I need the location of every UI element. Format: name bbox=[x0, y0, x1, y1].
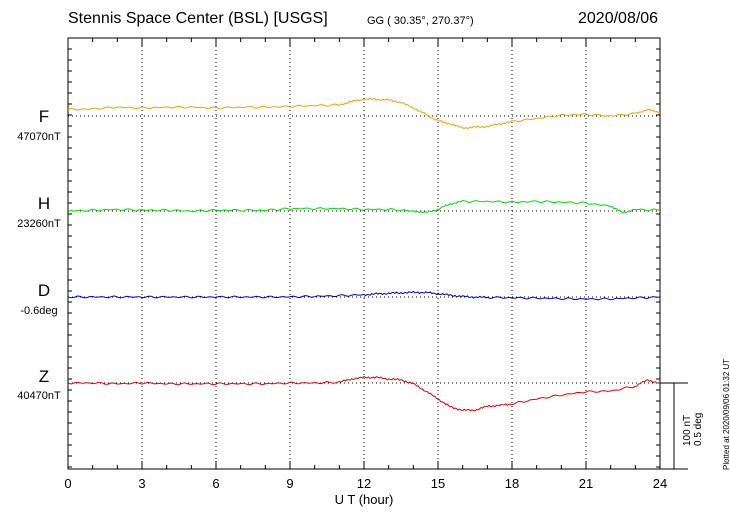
series-label-h: H bbox=[37, 194, 51, 213]
series-label-z: Z bbox=[38, 367, 50, 386]
series-baseline-h: 23260nT bbox=[17, 218, 61, 230]
x-tick-label: 24 bbox=[653, 476, 667, 491]
x-tick-label: 3 bbox=[138, 476, 145, 491]
x-axis-label: U T (hour) bbox=[335, 492, 394, 507]
series-line-d bbox=[67, 290, 661, 301]
series-line-z bbox=[67, 375, 661, 412]
x-tick-label: 21 bbox=[579, 476, 593, 491]
series-baseline-f: 47070nT bbox=[17, 131, 61, 143]
date-label: 2020/08/06 bbox=[578, 10, 659, 27]
x-tick-label: 15 bbox=[431, 476, 445, 491]
series-label-d: D bbox=[37, 281, 51, 300]
x-tick-label: 0 bbox=[64, 476, 71, 491]
scale-legend: 100 nT 0.5 deg bbox=[682, 413, 704, 446]
coordinates-label: GG ( 30.35°, 270.37°) bbox=[367, 15, 474, 27]
series-line-h bbox=[67, 199, 661, 214]
x-tick-label: 6 bbox=[212, 476, 219, 491]
plotted-timestamp: Plotted at 2020/09/06 01:32 UT bbox=[722, 358, 730, 470]
scale-nt-label: 100 nT bbox=[682, 414, 693, 446]
scale-deg-label: 0.5 deg bbox=[693, 412, 704, 446]
series-line-f bbox=[67, 97, 661, 130]
station-title: Stennis Space Center (BSL) [USGS] bbox=[68, 10, 328, 27]
x-tick-label: 18 bbox=[505, 476, 519, 491]
x-tick-label: 9 bbox=[286, 476, 293, 491]
series-baseline-d: -0.6deg bbox=[20, 305, 58, 317]
series-baseline-z: 40470nT bbox=[17, 390, 61, 402]
x-tick-label: 12 bbox=[357, 476, 371, 491]
series-label-f: F bbox=[38, 107, 50, 126]
